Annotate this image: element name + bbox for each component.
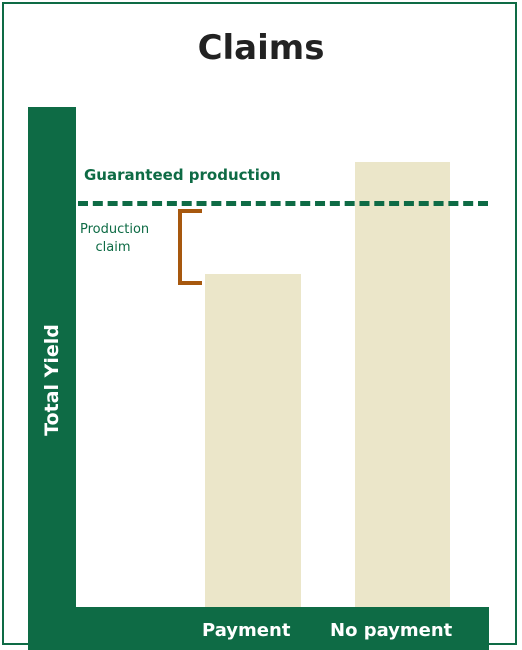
y-axis-label: Total Yield	[41, 324, 63, 436]
bar-payment	[205, 274, 301, 607]
production-claim-label: Production claim	[80, 221, 150, 257]
bar-no-payment	[355, 162, 450, 607]
production-claim-label-line1: Production	[80, 222, 150, 237]
x-axis-bar	[28, 607, 489, 650]
guaranteed-production-line	[78, 201, 488, 206]
guaranteed-production-label: Guaranteed production	[84, 166, 281, 184]
x-label-payment: Payment	[202, 620, 291, 641]
chart-title: Claims	[197, 28, 325, 68]
production-claim-bracket	[178, 209, 202, 285]
x-label-no-payment: No payment	[330, 620, 453, 641]
production-claim-label-line2: claim	[95, 240, 131, 255]
y-axis-bar	[28, 107, 76, 650]
